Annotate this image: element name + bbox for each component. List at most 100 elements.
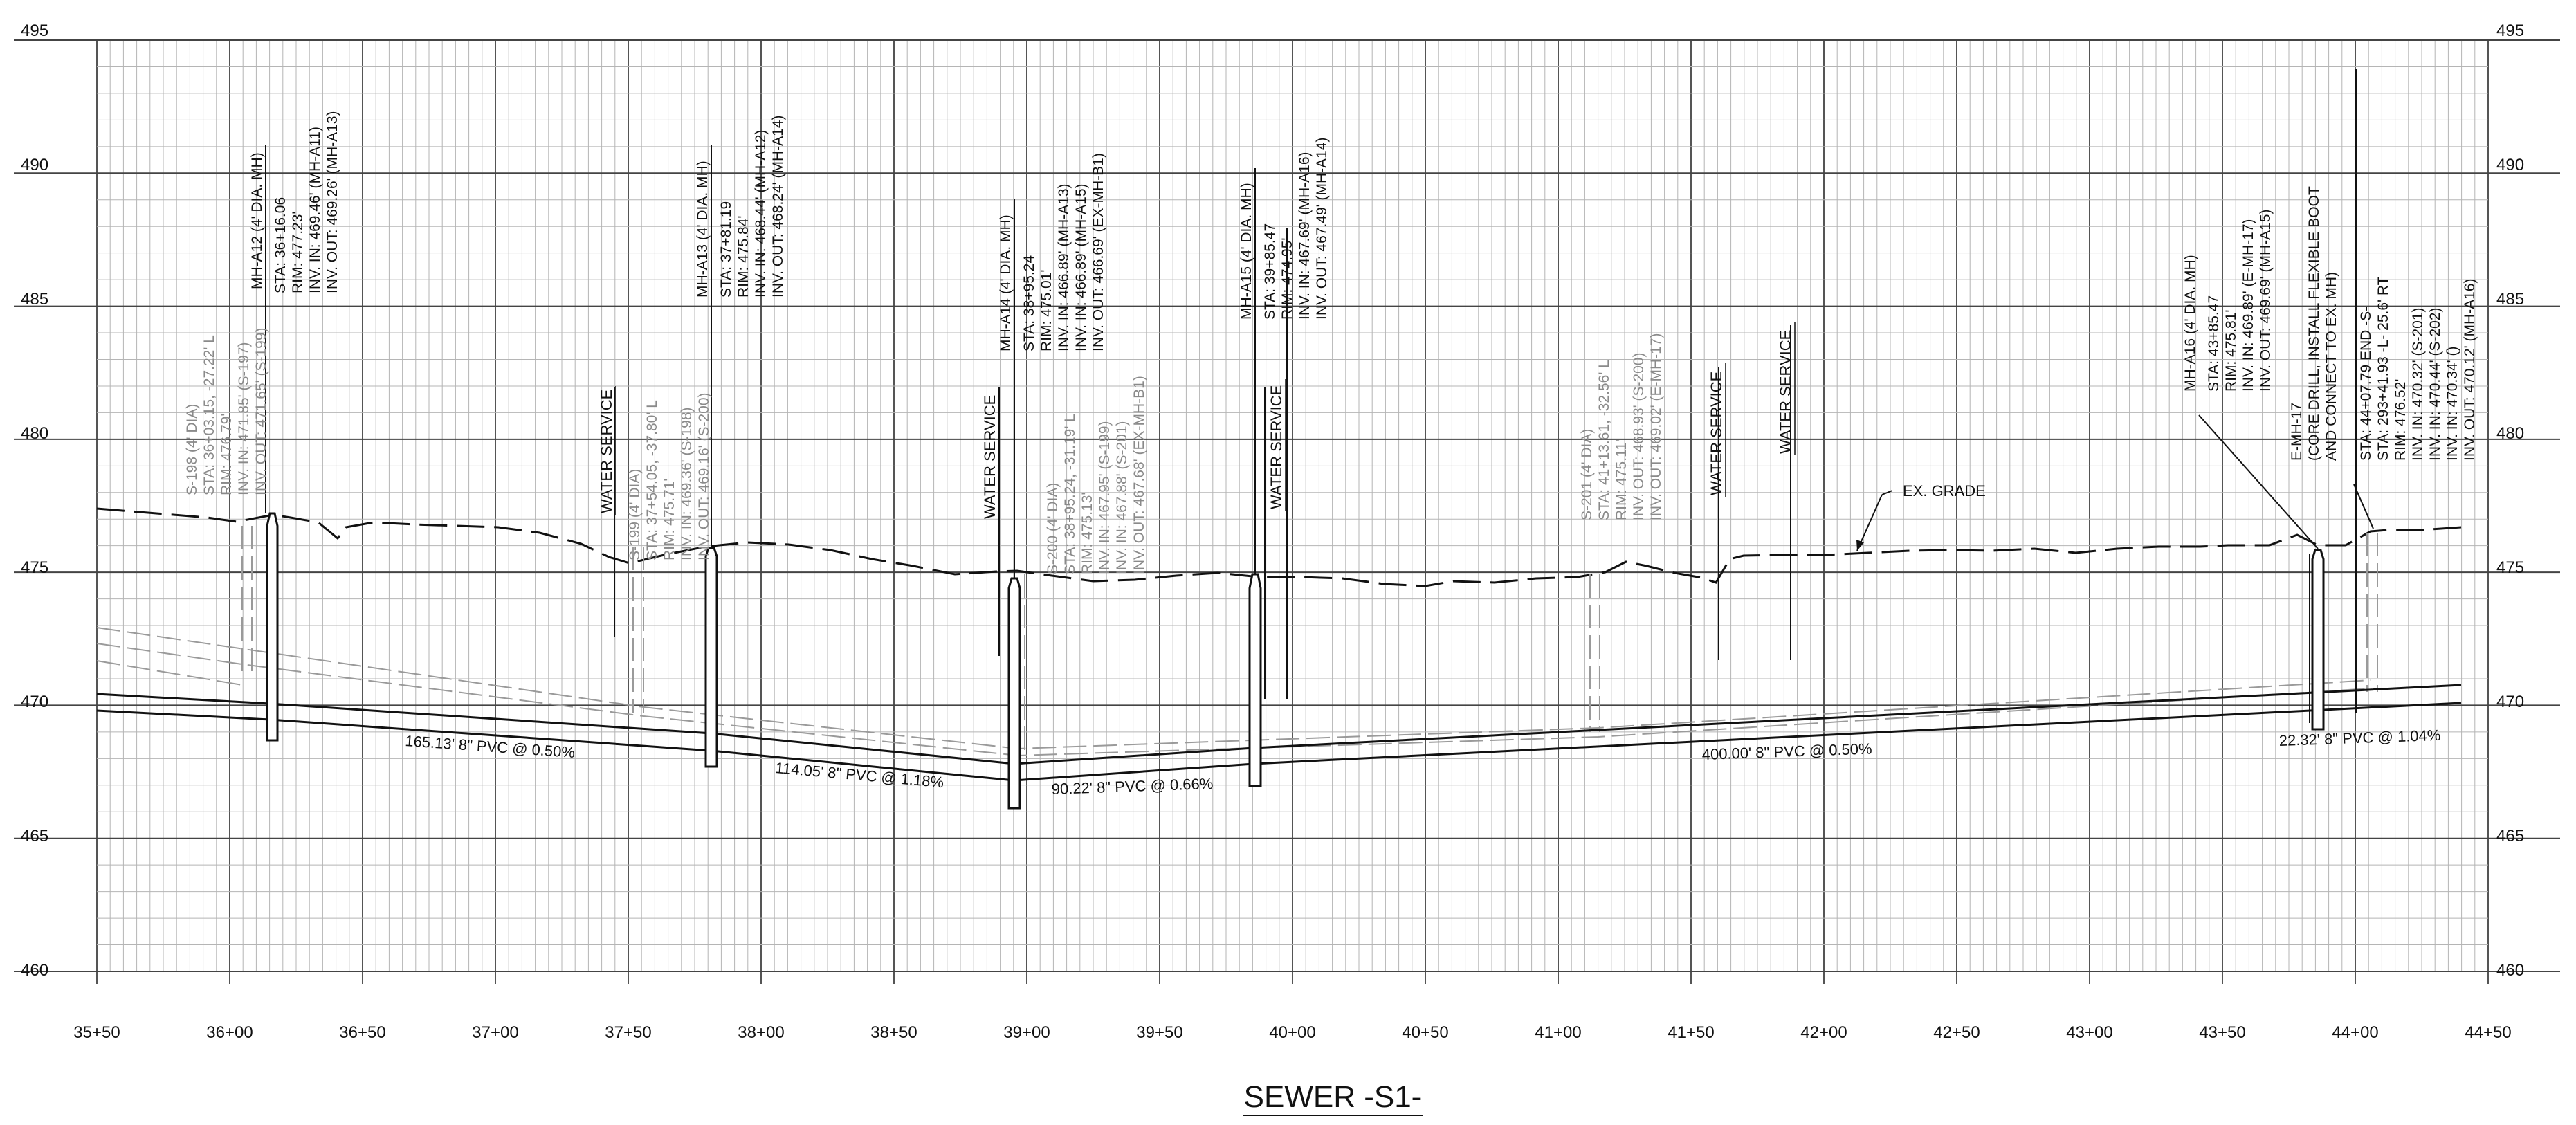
end-structure-line: STA: 293+41.93 -L- 25.6' RT — [2375, 276, 2391, 461]
mh-a13-line: STA: 37+81.19 — [718, 201, 734, 298]
water-service-label: WATER SERVICE — [1708, 372, 1725, 495]
e-mh-17-line: (CORE DRILL, INSTALL FLEXIBLE BOOT — [2306, 186, 2322, 461]
elev-label: 460 — [2496, 961, 2524, 980]
station-label: 36+50 — [339, 1023, 385, 1042]
s-199-line: INV. OUT: 469.16' (S-200) — [696, 392, 712, 560]
station-label: 39+00 — [1003, 1023, 1050, 1042]
station-label: 41+00 — [1535, 1023, 1581, 1042]
mh-a14-line: INV. IN: 466.89' (MH-A13) — [1056, 184, 1072, 352]
mh-a15-annotation: MH-A15 (4' DIA. MH) STA: 39+85.47 RIM: 4… — [1239, 138, 1330, 320]
s-199-annotation: S-199 (4' DIA) STA: 37+54.05, -37.80' L … — [627, 392, 712, 560]
station-label: 35+50 — [73, 1023, 120, 1042]
mh-a15-line: INV. IN: 467.69' (MH-A16) — [1297, 152, 1313, 320]
mh-a13-annotation: MH-A13 (4' DIA. MH) STA: 37+81.19 RIM: 4… — [695, 116, 786, 298]
station-label: 37+00 — [472, 1023, 518, 1042]
elev-label: 460 — [21, 961, 48, 980]
water-service-label: WATER SERVICE — [981, 395, 998, 519]
s-200-line: RIM: 475.13' — [1079, 493, 1095, 574]
mh-a16-name: MH-A16 (4' DIA. MH) — [2182, 255, 2198, 392]
mh-a14-annotation: MH-A14 (4' DIA. MH) STA: 38+95.24 RIM: 4… — [998, 153, 1106, 351]
mh-a13-name: MH-A13 (4' DIA. MH) — [695, 161, 711, 298]
elev-label: 470 — [2496, 693, 2524, 711]
station-label: 43+00 — [2066, 1023, 2112, 1042]
mh-a14-line: RIM: 475.01' — [1039, 270, 1054, 351]
station-label: 44+00 — [2332, 1023, 2378, 1042]
elev-label: 490 — [21, 156, 48, 174]
elev-label: 465 — [21, 827, 48, 845]
elev-label: 475 — [2496, 558, 2524, 577]
mh-a13-line: RIM: 475.84' — [736, 216, 751, 298]
water-service-label: WATER SERVICE — [1777, 330, 1794, 454]
grade-callout: EX. GRADE — [1856, 482, 1986, 551]
manhole-leaders — [265, 69, 2374, 723]
s-198-line: STA: 36+03.15, -27.22' L — [201, 335, 217, 495]
e-mh-17-annotation: E-MH-17 (CORE DRILL, INSTALL FLEXIBLE BO… — [2289, 186, 2339, 461]
mh-a16-annotation: MH-A16 (4' DIA. MH) STA: 43+85.47 RIM: 4… — [2182, 210, 2274, 392]
s-198-line: INV. IN: 471.85' (S-197) — [236, 342, 252, 495]
mh-a16-line: STA: 43+85.47 — [2206, 295, 2222, 392]
water-service-label: WATER SERVICE — [598, 390, 615, 513]
station-label: 38+00 — [738, 1023, 784, 1042]
s-198-line: INV. OUT: 471.65' (S-199) — [253, 327, 269, 495]
end-structure-line: INV. OUT: 470.12' (MH-A16) — [2462, 279, 2478, 461]
elev-label: 485 — [2496, 290, 2524, 309]
mh-a12-line: RIM: 477.23' — [290, 212, 306, 293]
pipe-label: 90.22' 8" PVC @ 0.66% — [1051, 775, 1213, 798]
station-label: 37+50 — [605, 1023, 651, 1042]
mh-a15-name: MH-A15 (4' DIA. MH) — [1239, 183, 1254, 320]
mh-a13-line: INV. OUT: 468.24' (MH-A14) — [770, 116, 786, 298]
station-axis: 35+50 36+00 36+50 37+00 37+50 38+00 38+5… — [73, 1023, 2511, 1042]
station-label: 39+50 — [1136, 1023, 1182, 1042]
elev-label: 465 — [2496, 827, 2524, 845]
s-200-line: INV. OUT: 467.68' (EX-MH-B1) — [1131, 376, 1147, 574]
s-200-line: INV. IN: 467.95' (S-199) — [1097, 421, 1113, 574]
s-201-annotation: S-201 (4' DIA) STA: 41+13.61, -32.56' L … — [1579, 333, 1664, 521]
elev-label: 485 — [21, 290, 48, 309]
s-201-line: INV. OUT: 468.93' (S-200) — [1631, 352, 1647, 520]
station-label: 38+50 — [870, 1023, 917, 1042]
manhole-mh-a13 — [704, 547, 718, 768]
mh-a12-annotation: MH-A12 (4' DIA. MH) STA: 36+16.06 RIM: 4… — [249, 111, 340, 294]
pipe-label: 114.05' 8" PVC @ 1.18% — [775, 759, 945, 791]
s-200-line: INV. IN: 467.88' (S-201) — [1114, 421, 1130, 574]
mh-a14-line: INV. OUT: 466.69' (EX-MH-B1) — [1090, 153, 1106, 351]
station-label: 40+00 — [1269, 1023, 1315, 1042]
elev-label: 495 — [2496, 21, 2524, 40]
mh-a15-line: RIM: 474.95' — [1279, 238, 1295, 320]
mh-a12-line: INV. OUT: 469.26' (MH-A13) — [325, 111, 340, 294]
s-201-line: RIM: 475.11' — [1614, 439, 1629, 520]
mh-a14-name: MH-A14 (4' DIA. MH) — [998, 214, 1014, 351]
water-service-labels: WATER SERVICE WATER SERVICE WATER SERVIC… — [598, 322, 1796, 520]
manhole-mh-a12 — [266, 512, 279, 742]
manhole-structures — [266, 512, 2325, 810]
ex-grade-label: EX. GRADE — [1903, 482, 1986, 500]
end-structure-line: INV. IN: 470.44' (S-202) — [2427, 307, 2443, 461]
s-201-line: STA: 41+13.61, -32.56' L — [1596, 360, 1612, 520]
s-199-line: STA: 37+54.05, -37.80' L — [644, 400, 660, 560]
s-201-line: INV. OUT: 469.02' (E-MH-17) — [1648, 333, 1664, 521]
station-label: 43+50 — [2199, 1023, 2245, 1042]
drawing-title: SEWER -S1- — [1244, 1080, 1422, 1114]
elev-label: 490 — [2496, 156, 2524, 174]
s-198-line: RIM: 476.79' — [219, 414, 235, 495]
elev-label: 480 — [21, 424, 48, 443]
mh-a16-line: RIM: 475.81' — [2223, 310, 2239, 392]
s-201-line: S-201 (4' DIA) — [1579, 429, 1595, 520]
station-label: 42+50 — [1933, 1023, 1980, 1042]
station-label: 36+00 — [206, 1023, 253, 1042]
end-structure-line: INV. IN: 470.32' (S-201) — [2410, 307, 2426, 461]
end-structure-line: INV. IN: 470.34' () — [2445, 347, 2460, 461]
elev-label: 470 — [21, 693, 48, 711]
e-mh-17-name: E-MH-17 — [2289, 403, 2305, 461]
mh-a12-line: STA: 36+16.06 — [273, 197, 289, 293]
existing-sewer — [96, 526, 2378, 757]
elev-label: 475 — [21, 558, 48, 577]
elevation-axis-left: 495 490 485 480 475 470 465 460 — [21, 21, 48, 980]
mh-a14-line: STA: 38+95.24 — [1021, 255, 1037, 351]
s-198-annotation: S-198 (4' DIA) STA: 36+03.15, -27.22' L … — [184, 327, 269, 495]
manhole-mh-a16 — [2311, 549, 2325, 731]
end-structure-line: RIM: 476.52' — [2393, 379, 2409, 461]
elev-label: 480 — [2496, 424, 2524, 443]
proposed-pipe — [96, 684, 2462, 782]
